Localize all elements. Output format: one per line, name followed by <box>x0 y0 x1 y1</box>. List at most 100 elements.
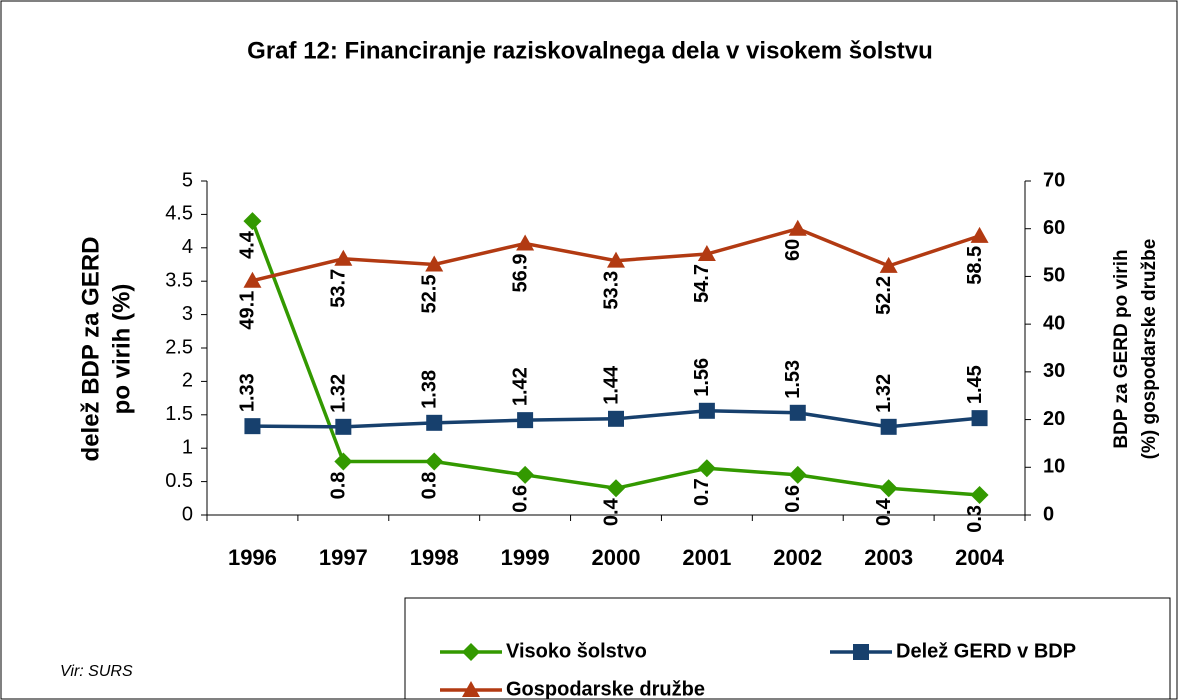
data-label-group: 49.1 <box>237 291 259 330</box>
data-label: 1.44 <box>600 365 622 405</box>
marker <box>244 418 261 435</box>
y-axis-title: delež BDP za GERD po virih (%) <box>77 237 135 462</box>
y-tick-label: 5 <box>182 169 193 191</box>
y-tick-label: 1.5 <box>165 403 193 425</box>
marker <box>789 404 806 421</box>
marker <box>607 251 625 268</box>
data-label: 56.9 <box>509 254 531 293</box>
data-label-group: 0.8 <box>419 472 441 500</box>
data-label: 1.32 <box>328 374 350 413</box>
data-label: 53.7 <box>328 269 350 308</box>
y2-axis-title-line: (%) gospodarske družbe <box>1139 239 1160 460</box>
data-label-group: 53.7 <box>328 269 350 308</box>
y2-axis-title: BDP za GERD po virih (%) gospodarske dru… <box>1111 239 1160 460</box>
marker <box>243 271 262 288</box>
data-label-group: 0.4 <box>873 497 895 526</box>
marker <box>608 410 624 427</box>
data-label-group: 54.7 <box>691 264 713 303</box>
data-label: 0.4 <box>600 497 622 526</box>
data-label-group: 1.45 <box>964 365 986 404</box>
x-tick-label: 2003 <box>864 545 913 570</box>
data-label-group: 60 <box>782 239 804 261</box>
y2-tick-label: 40 <box>1043 312 1065 334</box>
marker <box>697 459 716 478</box>
data-label: 0.4 <box>873 497 895 526</box>
y2-tick-label: 20 <box>1043 408 1065 430</box>
y2-tick-label: 50 <box>1043 265 1065 287</box>
legend-label: Visoko šolstvo <box>506 640 647 662</box>
marker <box>462 681 480 697</box>
x-tick-label: 1997 <box>319 545 368 570</box>
data-label: 58.5 <box>964 246 986 285</box>
marker <box>970 226 989 243</box>
y-tick-label: 0.5 <box>165 470 193 492</box>
data-label-group: 4.4 <box>237 230 259 259</box>
chart-title: Graf 12: Financiranje raziskovalnega del… <box>247 37 933 64</box>
legend-label: Gospodarske družbe <box>506 678 705 700</box>
y2-axis-title-line: BDP za GERD po virih <box>1111 249 1132 448</box>
marker <box>334 452 353 471</box>
data-label: 52.5 <box>419 275 441 314</box>
data-label-group: 0.7 <box>691 478 713 506</box>
data-label-group: 1.38 <box>419 370 441 409</box>
y2-tick-label: 0 <box>1043 503 1054 525</box>
data-label: 1.45 <box>964 365 986 404</box>
data-label-group: 0.6 <box>782 485 804 513</box>
x-tick-label: 2001 <box>682 545 731 570</box>
data-label-group: 1.32 <box>328 374 350 413</box>
marker <box>971 410 988 427</box>
y-tick-label: 3 <box>182 303 193 325</box>
marker <box>697 245 716 262</box>
x-tick-label: 2004 <box>955 545 1005 570</box>
y-axis-title-line: delež BDP za GERD <box>77 237 104 462</box>
data-label-group: 52.2 <box>873 276 895 315</box>
x-tick-label: 2002 <box>773 545 822 570</box>
data-label-group: 52.5 <box>419 275 441 314</box>
data-label-group: 0.8 <box>328 472 350 500</box>
marker <box>970 485 989 504</box>
data-label-group: 0.3 <box>964 505 986 533</box>
legend-box <box>404 597 1171 700</box>
y2-tick-label: 30 <box>1043 360 1065 382</box>
data-label: 1.56 <box>691 358 713 397</box>
data-label-group: 56.9 <box>509 254 531 293</box>
x-tick-label: 1996 <box>228 545 277 570</box>
data-label-group: 1.32 <box>873 374 895 413</box>
marker <box>879 256 898 273</box>
data-label-group: 1.33 <box>237 373 259 412</box>
marker <box>243 212 262 231</box>
data-label-group: 58.5 <box>964 246 986 285</box>
data-label-group: 1.53 <box>782 360 804 399</box>
y-tick-label: 4 <box>182 236 193 258</box>
data-label: 60 <box>782 239 804 261</box>
data-label: 1.38 <box>419 370 441 409</box>
marker <box>335 418 352 435</box>
marker <box>462 643 480 661</box>
y-tick-label: 1 <box>182 436 193 458</box>
marker <box>425 452 444 471</box>
marker <box>788 465 807 484</box>
data-label: 1.32 <box>873 374 895 413</box>
data-label-group: 1.44 <box>600 365 622 405</box>
data-label: 0.8 <box>419 472 441 500</box>
data-label-group: 1.42 <box>509 367 531 406</box>
marker <box>425 255 444 272</box>
y-axis-title-line: po virih (%) <box>108 284 135 415</box>
marker <box>607 479 625 498</box>
x-tick-label: 1999 <box>501 545 550 570</box>
data-label: 1.53 <box>782 360 804 399</box>
data-label: 54.7 <box>691 264 713 303</box>
legend-label: Delež GERD v BDP <box>896 640 1076 662</box>
y-tick-label: 2.5 <box>165 336 193 358</box>
data-label: 53.3 <box>600 271 622 310</box>
data-label-group: 0.4 <box>600 497 622 526</box>
marker <box>426 414 443 431</box>
data-label-group: 1.56 <box>691 358 713 397</box>
data-label: 0.7 <box>691 478 713 506</box>
data-label: 1.42 <box>509 367 531 406</box>
marker <box>879 479 898 498</box>
marker <box>334 249 353 266</box>
data-label-group: 0.6 <box>509 485 531 513</box>
